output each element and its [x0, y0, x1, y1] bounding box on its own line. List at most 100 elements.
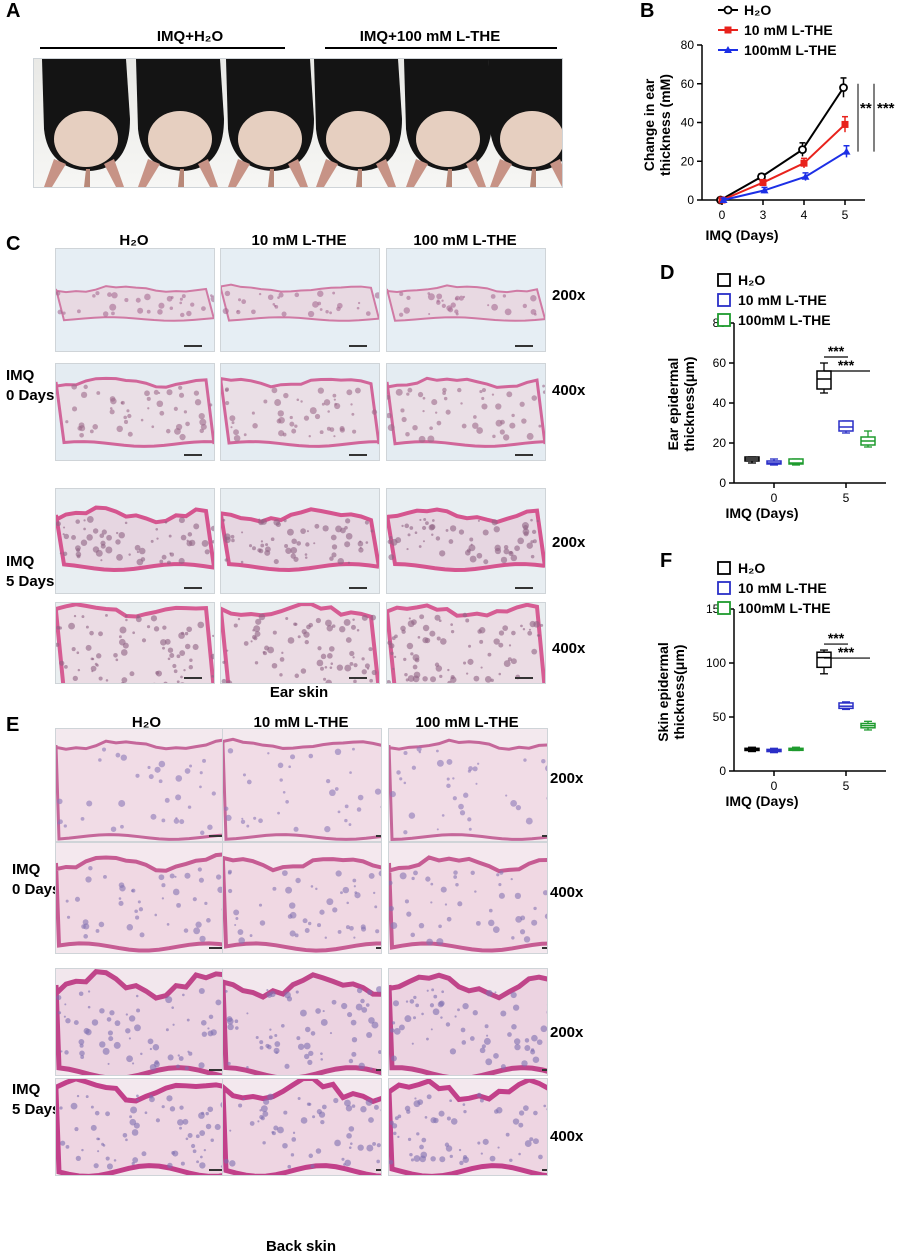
ear-histology-image-r1-c1 — [55, 248, 215, 352]
chart-d-xtick-label: 5 — [843, 491, 850, 505]
mouse-back-photo — [33, 58, 563, 188]
chart-b-series-line — [723, 150, 848, 201]
chart-f-legend-label: 10 mM L-THE — [738, 580, 827, 596]
chart-b-legend-marker — [724, 26, 732, 34]
panel-c-col-10mm: 10 mM L-THE — [251, 232, 347, 249]
ear-histology-image-r4-c1 — [55, 602, 215, 684]
chart-b-xtick-label: 4 — [801, 208, 808, 222]
chart-f-legend-label: 100mM L-THE — [738, 600, 831, 616]
panel-c-mag-2: 400x — [552, 382, 586, 399]
mouse-photo-illustration — [34, 59, 562, 187]
panel-a-group2-line — [325, 47, 557, 49]
chart-d-sig-label-2: *** — [838, 357, 855, 373]
ear-histology-image-r2-c1 — [55, 363, 215, 461]
panel-c-col-100mm: 100 mM L-THE — [413, 232, 517, 249]
back-histology-image-r2-c2 — [222, 842, 382, 954]
chart-f-ylabel-line2: thickness(μm) — [671, 645, 687, 740]
chart-b-point — [841, 120, 849, 128]
back-histology-image-r3-c2 — [222, 968, 382, 1076]
chart-b-xtick-label: 5 — [842, 208, 849, 222]
chart-f-ytick-label: 100 — [706, 656, 726, 670]
chart-d-ylabel-line2: thickness(μm) — [681, 357, 697, 452]
chart-d-ytick-label: 0 — [719, 476, 726, 490]
chart-b-point — [719, 196, 728, 203]
back-histology-image-r4-c1 — [55, 1078, 240, 1176]
chart-d-ytick-label: 20 — [713, 436, 727, 450]
back-histology-image-r3-c1 — [55, 968, 240, 1076]
panel-e-mag-1: 200x — [550, 770, 584, 787]
chart-d-box — [838, 420, 854, 432]
chart-f-xtick-label: 5 — [843, 779, 850, 793]
chart-b-ylabel-line2: thickness (mM) — [657, 74, 673, 176]
chart-b-xtick-label: 0 — [719, 208, 726, 222]
chart-d-legend-swatch — [717, 293, 731, 307]
chart-d-box — [816, 370, 832, 390]
chart-f-sig-label-2: *** — [838, 644, 855, 660]
chart-f-box — [816, 651, 832, 669]
panel-f-label: F — [660, 550, 673, 572]
chart-b-point — [759, 179, 767, 187]
chart-f-xtick-label: 0 — [771, 779, 778, 793]
panel-b-label: B — [640, 0, 655, 22]
chart-b-legend-marker — [724, 46, 732, 53]
panel-d-label: D — [660, 262, 675, 284]
chart-f-xlabel: IMQ (Days) — [725, 793, 798, 809]
chart-d-ytick-label: 40 — [713, 396, 727, 410]
chart-d-legend-label: 100mM L-THE — [738, 312, 831, 328]
chart-b-legend-marker — [723, 5, 733, 15]
panel-e-col-10mm: 10 mM L-THE — [253, 714, 349, 731]
panel-c-mag-3: 200x — [552, 534, 586, 551]
panel-e-row-day0: IMQ 0 Days — [12, 861, 61, 898]
ear-histology-image-r4-c2 — [220, 602, 380, 684]
panel-c-mag-4: 400x — [552, 640, 586, 657]
chart-b-point — [842, 147, 851, 155]
ear-histology-image-r3-c2 — [220, 488, 380, 594]
chart-b-point — [760, 186, 769, 194]
chart-f-legend-swatch — [717, 561, 731, 575]
chart-d-ylabel-line1: Ear epidermal — [665, 358, 681, 451]
panel-a-group2-label: IMQ+100 mM L-THE — [359, 28, 501, 45]
chart-b-ytick-label: 60 — [681, 77, 695, 91]
chart-f-legend-label: H₂O — [738, 560, 765, 576]
chart-b-sig-label-1: ** — [860, 100, 872, 117]
panel-c-label: C — [6, 233, 21, 255]
panel-c-caption: Ear skin — [269, 684, 329, 701]
panel-e-mag-4: 400x — [550, 1128, 584, 1145]
chart-b-series-line — [720, 87, 845, 201]
chart-d-legend-label: 10 mM L-THE — [738, 292, 827, 308]
chart-b-legend-label: H₂O — [744, 2, 771, 18]
chart-b-point — [798, 145, 807, 155]
chart-d-legend-label: H₂O — [738, 272, 765, 288]
ear-histology-image-r3-c1 — [55, 488, 215, 594]
ear-histology-image-r1-c3 — [386, 248, 546, 352]
chart-f-ylabel-line1: Skin epidermal — [655, 642, 671, 742]
chart-b-ylabel-line1: Change in ear — [641, 78, 657, 171]
chart-b-series-line — [721, 123, 846, 201]
chart-b-point — [801, 172, 810, 180]
back-histology-image-r2-c3 — [388, 842, 548, 954]
panel-e-label: E — [6, 714, 20, 736]
chart-b-legend-label: 10 mM L-THE — [744, 22, 833, 38]
back-histology-image-r4-c2 — [222, 1078, 382, 1176]
chart-b-ytick-label: 20 — [681, 154, 695, 168]
back-histology-image-r2-c1 — [55, 842, 240, 954]
back-histology-image-r1-c1 — [55, 728, 240, 842]
back-histology-image-r1-c3 — [388, 728, 548, 842]
chart-b-xtick-label: 3 — [760, 208, 767, 222]
chart-d-ytick-label: 60 — [713, 356, 727, 370]
back-histology-image-r1-c2 — [222, 728, 382, 842]
panel-a-group1-label: IMQ+H₂O — [156, 28, 224, 45]
back-histology-image-r3-c3 — [388, 968, 548, 1076]
panel-e-mag-2: 400x — [550, 884, 584, 901]
panel-e-caption: Back skin — [265, 1238, 337, 1255]
panel-e-col-h2o: H₂O — [131, 714, 162, 731]
panel-c-row-day0: IMQ 0 Days — [6, 367, 55, 404]
chart-d-xlabel: IMQ (Days) — [725, 505, 798, 521]
ear-histology-image-r2-c3 — [386, 363, 546, 461]
chart-f-ytick-label: 0 — [719, 764, 726, 778]
chart-f-legend-swatch — [717, 601, 731, 615]
chart-d-box — [788, 458, 804, 465]
